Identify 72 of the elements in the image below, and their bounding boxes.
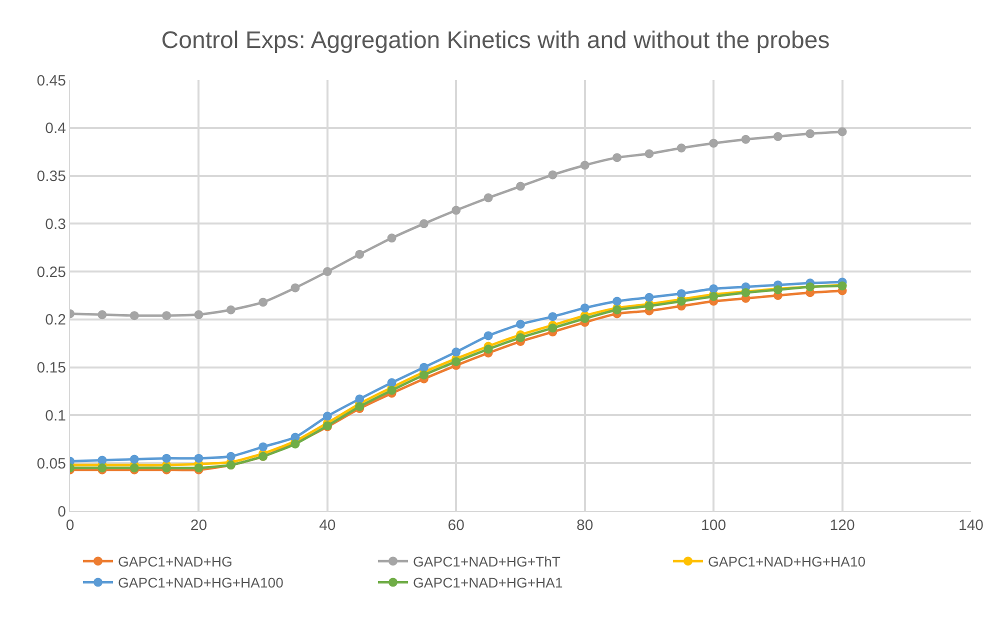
point — [98, 310, 107, 320]
y-tick-label: 0.05 — [36, 455, 66, 472]
legend-label: GAPC1+NAD+HG+HA100 — [118, 574, 284, 591]
x-tick-label: 20 — [190, 517, 208, 534]
point — [194, 454, 204, 463]
x-tick-label: 40 — [319, 517, 336, 534]
point — [484, 344, 493, 354]
y-tick-label: 0.4 — [45, 120, 66, 138]
point — [644, 149, 654, 158]
y-tick-label: 0.35 — [36, 168, 66, 186]
point — [806, 129, 815, 138]
point — [452, 348, 461, 357]
point — [709, 138, 718, 148]
point — [226, 452, 236, 461]
point — [548, 312, 558, 322]
point — [452, 206, 461, 215]
y-tick-label: 0 — [58, 503, 66, 520]
x-tick-label: 120 — [830, 517, 855, 534]
point — [709, 284, 718, 294]
point — [419, 370, 428, 380]
point — [130, 454, 139, 464]
point — [419, 219, 428, 228]
point — [548, 324, 558, 333]
point — [484, 193, 493, 202]
x-tick-label: 100 — [701, 517, 726, 534]
point — [580, 303, 590, 312]
point — [419, 362, 428, 372]
legend-label: GAPC1+NAD+HG+HA10 — [708, 554, 866, 570]
point — [516, 320, 525, 329]
point — [162, 311, 172, 320]
y-tick-label: 0.25 — [36, 264, 66, 281]
y-tick-label: 0.45 — [36, 72, 66, 90]
point — [355, 394, 364, 404]
x-tick-label: 80 — [576, 517, 594, 534]
point — [516, 182, 525, 191]
chart-title: Control Exps: Aggregation Kinetics with and without the probes — [161, 26, 830, 54]
point — [838, 127, 847, 136]
point — [130, 311, 139, 320]
point — [548, 170, 558, 180]
point — [387, 234, 396, 243]
legend-label: GAPC1+NAD+HG+ThT — [413, 554, 561, 570]
point — [162, 454, 172, 463]
x-tick-label: 140 — [958, 517, 984, 534]
x-tick-label: 60 — [448, 517, 464, 534]
point — [322, 412, 332, 421]
point — [676, 144, 686, 152]
point — [226, 305, 236, 314]
point — [773, 132, 782, 142]
point — [644, 292, 654, 302]
point — [387, 378, 396, 388]
point — [355, 250, 364, 259]
y-tick-label: 0.15 — [36, 360, 66, 377]
point — [516, 333, 525, 342]
point — [387, 386, 396, 395]
point — [741, 134, 750, 144]
point — [322, 267, 332, 276]
point — [580, 314, 590, 323]
point — [290, 283, 300, 292]
legend-label: GAPC1+NAD+HG — [118, 554, 232, 570]
point — [612, 153, 622, 162]
legend-label: GAPC1+NAD+HG+HA1 — [413, 574, 563, 591]
y-tick-label: 0.1 — [45, 407, 66, 424]
point — [484, 331, 493, 340]
point — [258, 442, 268, 452]
y-tick-label: 0.2 — [45, 312, 66, 329]
point — [194, 310, 204, 320]
point — [612, 296, 622, 306]
point — [452, 357, 461, 366]
point — [676, 289, 686, 298]
y-tick-label: 0.3 — [45, 216, 66, 233]
point — [580, 160, 590, 170]
point — [258, 298, 268, 307]
